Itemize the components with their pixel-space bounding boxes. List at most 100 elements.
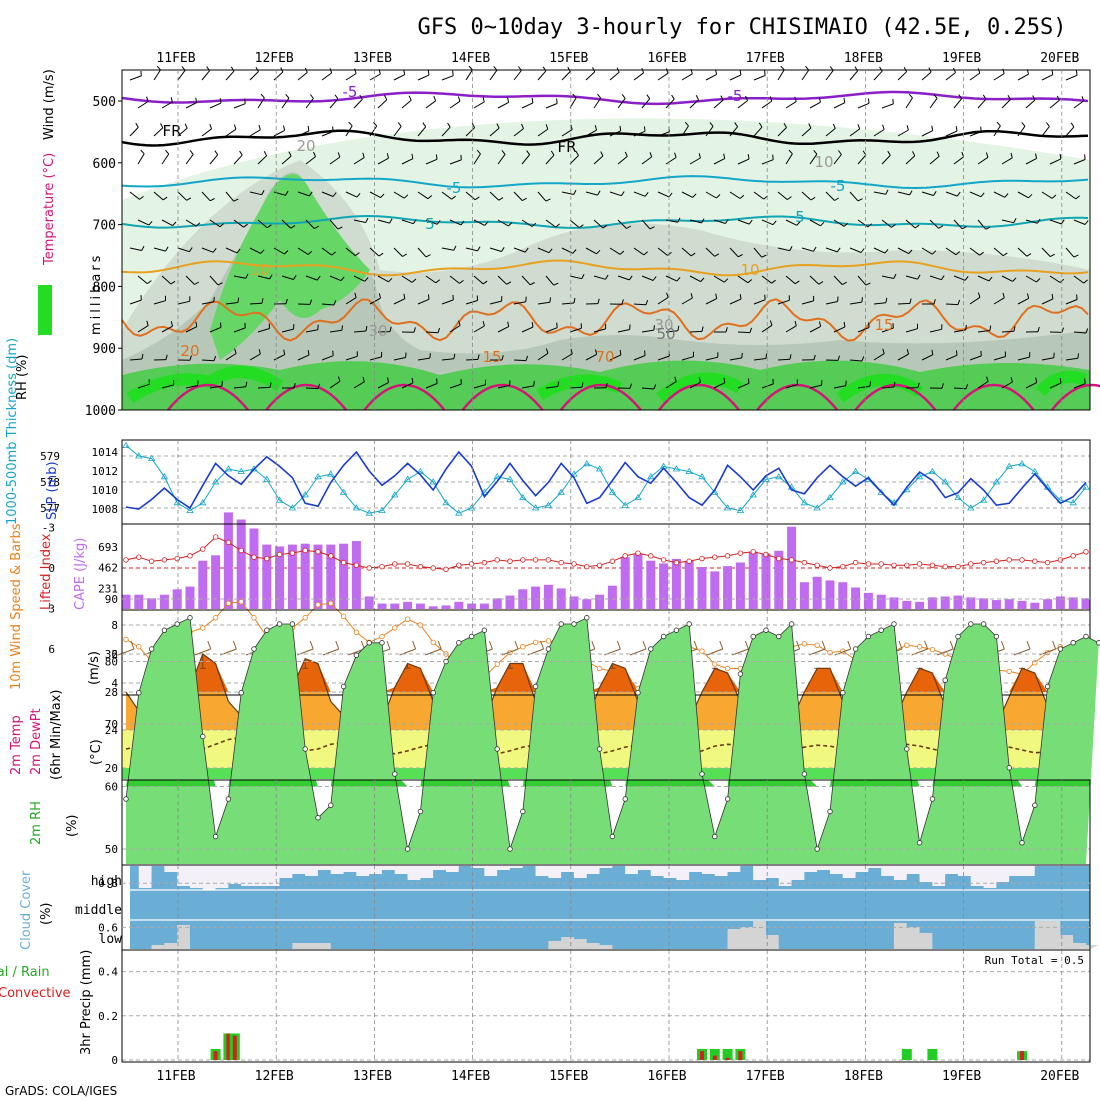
cape-bar <box>121 594 131 609</box>
wind-barb-feather <box>331 251 336 256</box>
thickness-marker <box>122 441 130 448</box>
wind-barb-feather <box>665 68 669 74</box>
wind-barb <box>249 191 262 196</box>
wind-barb <box>473 219 485 226</box>
wind-barb <box>345 297 357 305</box>
wind-barb <box>753 191 764 200</box>
wind-barb <box>521 326 534 333</box>
lifted-index-marker <box>264 555 270 562</box>
wind-barb <box>417 126 427 137</box>
wind-barb-feather <box>436 378 438 384</box>
wind-barb <box>849 70 859 81</box>
wind-barb-feather <box>1002 292 1005 298</box>
wind-barb <box>993 297 1005 305</box>
precip-tick-label: 0.4 <box>98 966 118 979</box>
lifted-index-marker <box>315 549 321 555</box>
wind-barb-feather <box>408 95 412 101</box>
wind-barb-feather <box>1028 193 1033 199</box>
wind-speed-marker <box>699 648 705 654</box>
wind-barb-feather <box>234 348 237 354</box>
wind-barb-feather <box>452 70 454 76</box>
wind-barb <box>513 359 527 362</box>
date-label-bottom: 12FEB <box>255 1069 294 1084</box>
date-label-top: 11FEB <box>156 51 195 66</box>
wind-barb-feather <box>869 381 871 387</box>
surface-wind-feather <box>821 640 826 650</box>
thickness-marker <box>314 473 322 480</box>
wind-barb-feather <box>676 276 681 282</box>
rh-legend-swatch <box>38 285 52 335</box>
wind-barb <box>305 275 318 281</box>
lifted-index-marker <box>353 562 360 568</box>
wind-barb-feather <box>148 220 153 226</box>
thickness-marker <box>429 478 437 485</box>
wind-barb <box>473 325 485 333</box>
wind-barb <box>401 158 414 165</box>
lifted-index-marker <box>443 566 449 573</box>
wind-barb-feather <box>643 126 646 132</box>
cape-bar <box>300 543 310 609</box>
wind-barb-feather <box>698 153 701 159</box>
wind-barb <box>225 70 235 81</box>
wind-barb <box>161 325 173 333</box>
wind-barb <box>209 385 222 389</box>
wind-barb-feather <box>556 322 558 328</box>
wind-barb <box>417 191 429 200</box>
wind-barb-feather <box>813 354 816 360</box>
wind-barb-feather <box>531 97 534 103</box>
wind-barb-feather <box>293 383 296 389</box>
rh-marker <box>635 690 641 696</box>
wind-barb-feather <box>595 349 598 355</box>
wind-barb-feather <box>188 247 193 252</box>
wind-barb-feather <box>605 274 609 280</box>
wind-barb <box>305 219 315 229</box>
rh-tick-label: 80 <box>105 656 118 669</box>
thickness-marker <box>199 499 207 506</box>
wind-barb <box>897 302 911 305</box>
wind-barb <box>369 125 378 137</box>
cape-bar <box>159 594 169 609</box>
wind-barb <box>401 275 413 283</box>
wind-speed-marker <box>724 665 731 672</box>
wind-barb <box>369 297 381 305</box>
wind-barb <box>225 302 238 305</box>
wind-barb-feather <box>985 152 989 158</box>
upper-wind-barbs <box>129 65 1089 390</box>
wind-barb-feather <box>525 355 529 361</box>
cape-bar <box>863 592 873 609</box>
thickness-marker <box>570 470 578 477</box>
cape-bar <box>1081 598 1091 609</box>
contour-label: -5 <box>343 83 358 101</box>
precip-convective-bar <box>213 1051 218 1060</box>
wind-barb-feather <box>332 350 334 356</box>
precip-tick-label: 0.2 <box>98 1010 118 1023</box>
wind-barb <box>185 154 194 165</box>
wind-barb <box>641 156 652 165</box>
wind-barb <box>449 100 461 109</box>
wind-barb-feather <box>787 196 792 201</box>
wind-barb-feather <box>147 280 152 285</box>
wind-barb-feather <box>1084 220 1089 225</box>
wind-barb-feather <box>356 192 361 198</box>
wind-barb-feather <box>1081 96 1085 102</box>
wind-barb <box>873 302 886 305</box>
contour-label: 15 <box>874 316 893 334</box>
wind-barb-feather <box>387 377 390 383</box>
contour-label: 50 <box>656 325 675 343</box>
wind-barb-feather <box>266 224 272 229</box>
wind-barb-feather <box>217 282 223 286</box>
wind-barb <box>401 382 414 389</box>
cape-bar <box>377 603 387 609</box>
wind-barb <box>1017 356 1030 361</box>
wind-barb <box>737 100 748 109</box>
wind-barb <box>369 191 381 199</box>
contour-label: 5 <box>425 215 435 233</box>
lifted-index-marker <box>609 558 616 564</box>
wind-barb-feather <box>965 324 967 330</box>
precip-panel: 0.8 0.6 0.4 0.2 0 Total / Rain Convective 3h… <box>0 877 1091 1067</box>
wind-barb <box>833 102 846 109</box>
lifted-index-marker <box>417 563 424 570</box>
cape-bar <box>441 605 451 609</box>
wind-barb <box>929 155 940 165</box>
wind-barb <box>1065 357 1078 361</box>
